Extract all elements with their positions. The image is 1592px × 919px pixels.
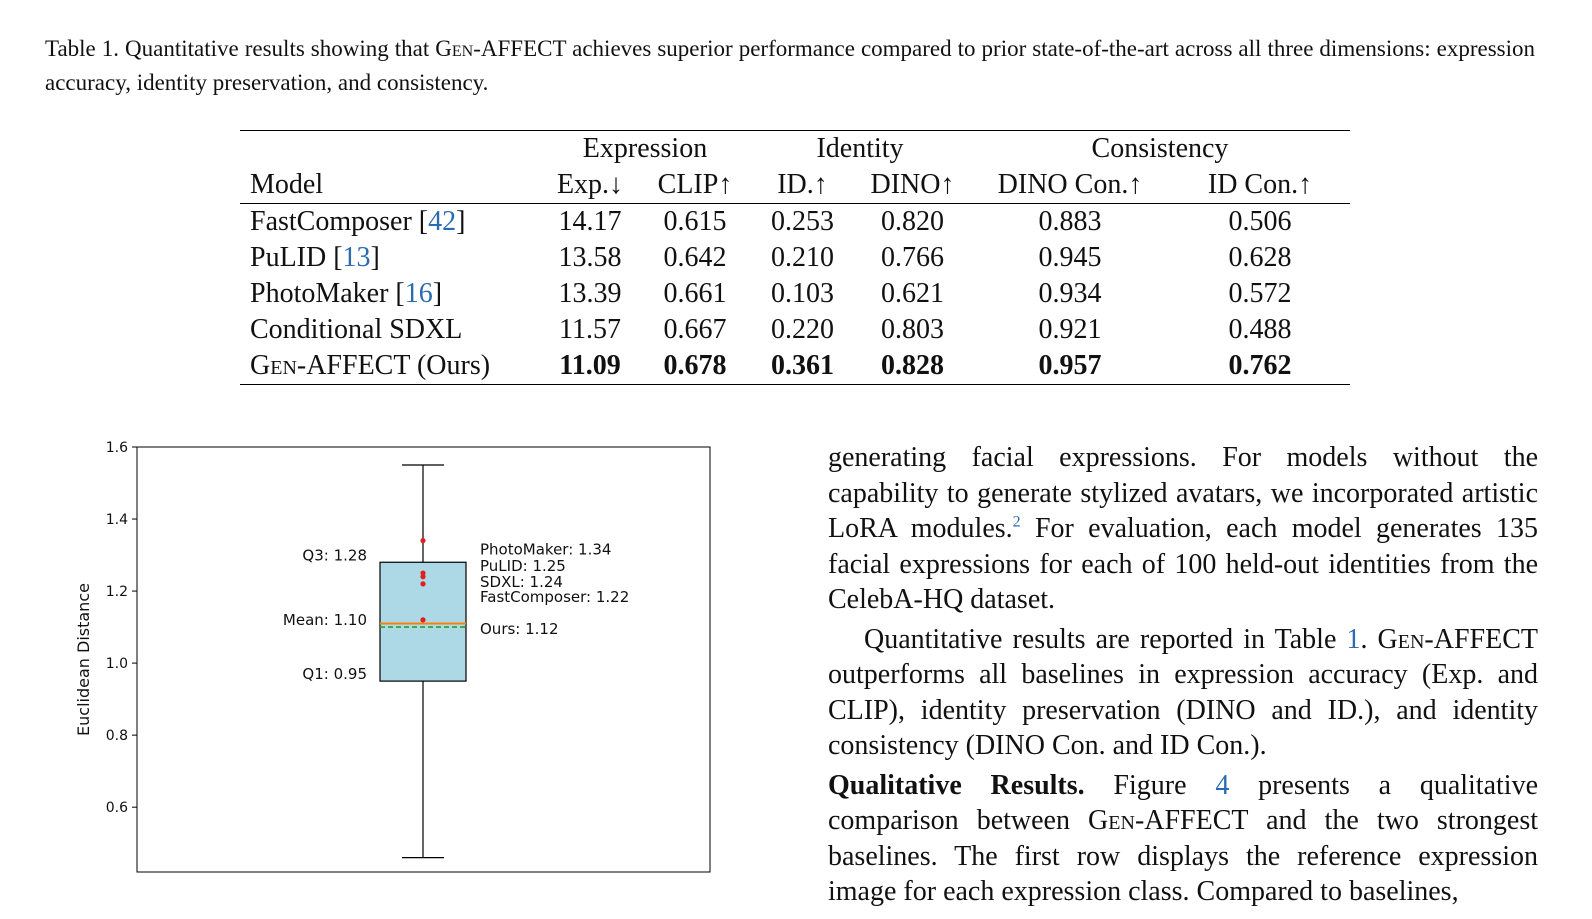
- citation-link[interactable]: 16: [404, 278, 433, 309]
- column-header-row: Model Exp.↓ CLIP↑ ID.↑ DINO↑ DINO Con.↑ …: [240, 167, 1350, 204]
- col-header-id: ID.↑: [750, 167, 855, 204]
- model-name: PuLID [13]: [250, 242, 380, 273]
- y-tick-label: 1.2: [106, 584, 128, 600]
- cell-id-con: 0.572: [1228, 278, 1292, 309]
- y-tick-label: 1.4: [106, 512, 128, 528]
- caption-rest: -AFFECT achieves superior performance co…: [45, 36, 1535, 95]
- model-point: [420, 570, 426, 576]
- paragraph-3: Qualitative Results. Figure 4 presents a…: [828, 769, 1538, 908]
- model-name: Gen-AFFECT (Ours): [240, 348, 540, 385]
- cell-clip: 0.615: [663, 206, 727, 237]
- point-label: PhotoMaker: 1.34: [480, 541, 611, 559]
- cell-exp: 11.57: [559, 314, 621, 345]
- cell-exp: 13.58: [558, 242, 622, 273]
- model-point: [420, 538, 426, 544]
- table-row-ours: Gen-AFFECT (Ours) 11.09 0.678 0.361 0.82…: [240, 348, 1350, 385]
- cell-dino-con: 0.957: [970, 348, 1170, 385]
- col-header-dino: DINO↑: [855, 167, 970, 204]
- point-label: FastComposer: 1.22: [480, 588, 629, 606]
- section-heading: Qualitative Results.: [828, 769, 1085, 801]
- table-row: PuLID [13] 13.58 0.642 0.210 0.766 0.945…: [240, 240, 1350, 276]
- cell-dino: 0.621: [881, 278, 944, 309]
- table-row: Conditional SDXL 11.57 0.667 0.220 0.803…: [240, 312, 1350, 348]
- cell-exp: 11.09: [540, 348, 640, 385]
- point-label: Ours: 1.12: [480, 620, 559, 638]
- citation-link[interactable]: 13: [342, 242, 371, 273]
- boxplot-figure: 0.6 0.8 1.0 1.2 1.4 1.6 Euclidean Distance Q3: …: [60, 430, 760, 910]
- cell-dino: 0.828: [855, 348, 970, 385]
- model-name: Conditional SDXL: [250, 314, 463, 345]
- results-table: Expression Identity Consistency Model Ex…: [240, 130, 1350, 385]
- col-header-dino-con: DINO Con.↑: [970, 167, 1170, 204]
- cell-dino-con: 0.945: [1038, 242, 1102, 273]
- table-row: FastComposer [42] 14.17 0.615 0.253 0.82…: [240, 204, 1350, 241]
- table-row: PhotoMaker [16] 13.39 0.661 0.103 0.621 …: [240, 276, 1350, 312]
- group-header-identity: Identity: [750, 130, 970, 167]
- y-tick-label: 1.6: [106, 440, 128, 456]
- cell-id-con: 0.506: [1228, 206, 1292, 237]
- figure-ref-link[interactable]: 4: [1215, 769, 1230, 801]
- model-name: PhotoMaker [16]: [250, 278, 443, 309]
- col-header-clip: CLIP↑: [640, 167, 750, 204]
- y-tick-label: 0.6: [106, 800, 128, 816]
- group-header-consistency: Consistency: [970, 130, 1350, 167]
- table-ref-link[interactable]: 1: [1346, 623, 1361, 655]
- point-label: SDXL: 1.24: [480, 573, 563, 591]
- model-name: FastComposer [42]: [250, 206, 466, 237]
- boxplot-chart: 0.6 0.8 1.0 1.2 1.4 1.6 Euclidean Distance Q3: …: [74, 440, 711, 873]
- model-point: [420, 581, 426, 587]
- cell-id: 0.361: [750, 348, 855, 385]
- cell-clip: 0.642: [663, 242, 727, 273]
- plot-frame: [136, 446, 711, 873]
- col-header-id-con: ID Con.↑: [1170, 167, 1350, 204]
- cell-dino-con: 0.934: [1038, 278, 1102, 309]
- model-header: Model: [240, 167, 540, 204]
- cell-dino: 0.803: [881, 314, 944, 345]
- paragraph-1: generating facial expressions. For model…: [828, 442, 1539, 615]
- model-point: [420, 617, 426, 623]
- cell-id-con: 0.488: [1228, 314, 1292, 345]
- box-stat-label: Q3: 1.28: [302, 546, 367, 564]
- group-header-expression: Expression: [540, 130, 750, 167]
- y-tick-label: 1.0: [106, 656, 128, 672]
- cell-clip: 0.667: [663, 314, 727, 345]
- point-label: PuLID: 1.25: [480, 557, 566, 575]
- cell-dino: 0.766: [881, 242, 944, 273]
- caption-gen: Gen: [435, 36, 474, 61]
- box-stat-label: Mean: 1.10: [283, 611, 367, 629]
- cell-id: 0.103: [771, 278, 834, 309]
- y-tick-label: 0.8: [106, 728, 128, 744]
- citation-link[interactable]: 42: [428, 206, 457, 237]
- col-header-exp: Exp.↓: [540, 167, 640, 204]
- group-header-row: Expression Identity Consistency: [240, 130, 1350, 167]
- cell-id: 0.210: [771, 242, 834, 273]
- body-text: generating facial expressions. For model…: [828, 440, 1538, 910]
- cell-clip: 0.678: [640, 348, 750, 385]
- cell-id-con: 0.628: [1228, 242, 1292, 273]
- paragraph-2: Quantitative results are reported in Tab…: [828, 623, 1538, 762]
- box-stat-label: Q1: 0.95: [302, 665, 367, 683]
- model-point: [420, 574, 426, 580]
- cell-clip: 0.661: [663, 278, 727, 309]
- cell-dino-con: 0.883: [1038, 206, 1102, 237]
- cell-exp: 13.39: [558, 278, 622, 309]
- footnote-link[interactable]: 2: [1012, 513, 1021, 531]
- cell-id: 0.253: [771, 206, 834, 237]
- cell-id-con: 0.762: [1170, 348, 1350, 385]
- cell-id: 0.220: [771, 314, 834, 345]
- cell-dino-con: 0.921: [1038, 314, 1102, 345]
- caption-prefix: Table 1. Quantitative results showing th…: [45, 36, 436, 61]
- table-caption: Table 1. Quantitative results showing th…: [45, 32, 1535, 100]
- cell-dino: 0.820: [881, 206, 944, 237]
- cell-exp: 14.17: [558, 206, 622, 237]
- y-axis-label: Euclidean Distance: [74, 583, 93, 736]
